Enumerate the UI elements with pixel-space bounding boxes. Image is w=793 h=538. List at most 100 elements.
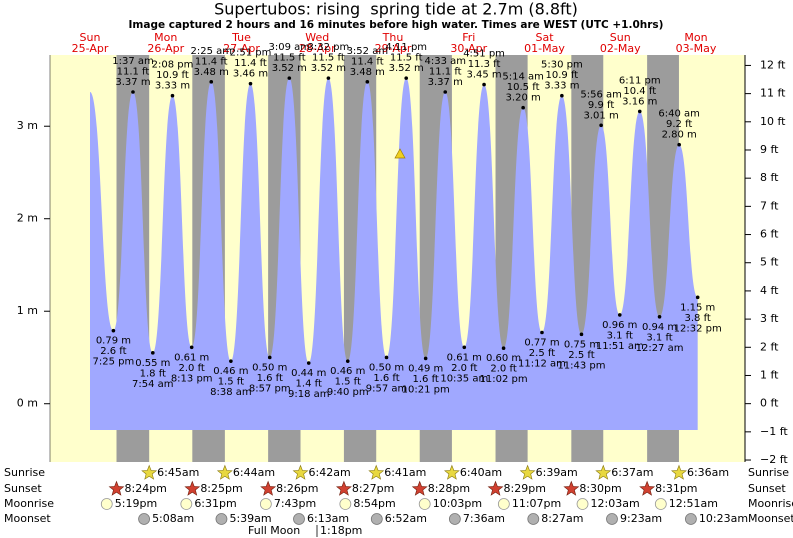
astro-time: 8:27pm [352, 482, 394, 495]
tide-label: 12:27 am [636, 343, 684, 354]
tide-label: 11:43 pm [557, 360, 605, 371]
moonrise-icon [418, 498, 431, 510]
tide-extreme [423, 356, 428, 361]
tide-extreme [111, 328, 116, 333]
tide-label: 4:33 am [424, 56, 466, 67]
day-date: 28-Apr [299, 42, 336, 55]
astro-time: 6:44am [233, 466, 275, 479]
tide-label: 11.3 ft [468, 59, 501, 70]
astro-time: 8:25pm [200, 482, 242, 495]
tide-label: 0.44 m [291, 368, 326, 379]
tide-label: 12:32 pm [674, 323, 722, 334]
tide-label: 3.1 ft [646, 332, 672, 343]
sunrise-icon [595, 464, 612, 480]
tide-label: 3.37 m [428, 77, 463, 88]
tide-label: 11.5 ft [273, 53, 306, 64]
tide-label: 0.77 m [524, 338, 559, 349]
sunrise-icon [292, 464, 309, 480]
tide-label: 5:30 pm [541, 60, 583, 71]
tide-label: 0.46 m [213, 366, 248, 377]
tide-extreme [229, 359, 233, 363]
tide-extreme [617, 313, 622, 317]
tide-label: 1.4 ft [296, 379, 322, 390]
tide-label: 0.96 m [602, 320, 637, 331]
tide-label: 2:51 pm [230, 48, 272, 59]
astro-row-label: Moonrise [4, 497, 54, 510]
tide-label: 11.1 ft [117, 67, 150, 78]
tide-extreme [326, 76, 331, 80]
astro-time: 6:42am [309, 466, 351, 479]
moonrise-icon [339, 498, 352, 510]
moonrise-icon [576, 498, 589, 510]
tide-label: 4:11 pm [385, 42, 427, 53]
tide-label: 11.4 ft [234, 58, 267, 69]
tide-extreme [306, 361, 311, 365]
sunset-icon [487, 480, 504, 496]
sunrise-icon [444, 464, 460, 480]
tide-label: 9:57 am [366, 383, 408, 394]
y-tick-label: 3 m [17, 119, 38, 132]
tide-label: 9.2 ft [666, 119, 692, 130]
sunrise-icon [216, 464, 233, 480]
tide-extreme [462, 345, 467, 350]
day-date: 01-May [524, 42, 565, 55]
sunset-icon [260, 480, 277, 496]
y2-tick-label: −2 ft [760, 453, 788, 466]
tide-extreme [657, 314, 662, 319]
tide-extreme [267, 355, 272, 360]
tide-label: 3.16 m [622, 96, 657, 107]
y2-tick-label: 7 ft [760, 199, 779, 212]
tide-label: 1.8 ft [140, 368, 166, 379]
sunset-icon [108, 480, 125, 496]
tide-extreme [677, 142, 681, 147]
tide-label: 3:32 pm [308, 42, 350, 53]
tide-label: 11.4 ft [195, 56, 228, 67]
tide-extreme [637, 109, 642, 114]
moon-phase: Full Moon [248, 524, 300, 537]
tide-extreme [209, 80, 214, 84]
tide-label: 10.5 ft [507, 82, 540, 93]
y2-tick-label: 10 ft [760, 115, 786, 128]
astro-time: 6:40am [460, 466, 502, 479]
astro-row-label: Sunrise [4, 466, 45, 479]
tide-label: 3.8 ft [685, 313, 711, 324]
tide-label: 6:11 pm [619, 75, 661, 86]
tide-label: 1.15 m [680, 302, 715, 313]
tide-label: 0.61 m [174, 352, 209, 363]
current-level-marker [394, 148, 406, 159]
tide-label: 3.46 m [233, 69, 268, 80]
moon-phase-time: 1:18pm [320, 524, 362, 537]
sunset-icon [184, 480, 201, 496]
tide-extreme [189, 345, 194, 350]
astro-time: 6:31pm [194, 497, 236, 510]
y2-tick-label: 11 ft [760, 87, 786, 100]
tide-extreme [248, 81, 253, 86]
tide-label: 11:12 am [518, 359, 566, 370]
tide-label: 6:40 am [658, 109, 700, 120]
moonset-icon [527, 513, 540, 525]
sunset-icon [336, 480, 352, 496]
tide-label: 0.61 m [447, 352, 482, 363]
tide-label: 2:08 pm [152, 60, 194, 71]
tide-label: 11.5 ft [390, 53, 423, 64]
astro-time: 7:36am [463, 512, 505, 525]
astro-time: 6:13am [307, 512, 349, 525]
tide-label: 11:51 am [596, 341, 644, 352]
tide-label: 11:02 pm [480, 374, 528, 385]
tide-label: 1.6 ft [412, 374, 438, 385]
tide-label: 5:56 am [580, 89, 622, 100]
tide-label: 0.46 m [330, 366, 365, 377]
tide-label: 2.0 ft [179, 363, 205, 374]
day-name: Mon [684, 31, 707, 44]
astro-time: 7:43pm [274, 497, 316, 510]
tide-label: 4:51 pm [463, 49, 505, 60]
moonrise-icon [180, 498, 193, 510]
astro-time: 5:39am [229, 512, 271, 525]
day-name: Thu [382, 31, 404, 44]
astro-time: 6:52am [385, 512, 427, 525]
tide-label: 0.60 m [486, 353, 521, 364]
tide-label: 3.33 m [155, 81, 190, 92]
chart-subtitle: Image captured 2 hours and 16 minutes be… [129, 19, 664, 31]
sunrise-icon [519, 464, 536, 480]
